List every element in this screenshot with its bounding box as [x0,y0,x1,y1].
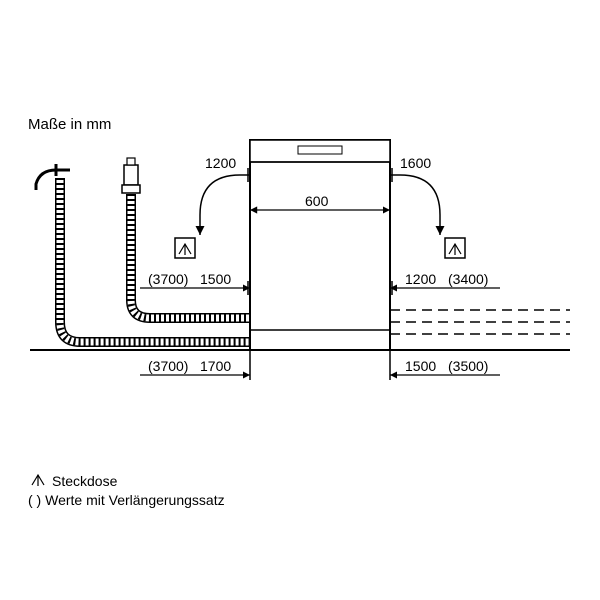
diagram-svg [0,0,600,600]
socket-right [445,238,465,258]
label-r1r-paren: (3400) [448,271,488,287]
legend-socket: Steckdose [52,473,117,489]
curve-top-right [390,168,440,235]
label-r2r: 1500 [405,358,436,374]
label-r1l-paren: (3700) [148,271,188,287]
label-1600: 1600 [400,155,431,171]
label-r2l-paren: (3700) [148,358,188,374]
label-r1l: 1500 [200,271,231,287]
socket-left [175,238,195,258]
legend-parens: ( ) Werte mit Verlängerungssatz [28,492,225,508]
curve-top-left [200,168,250,235]
label-1200: 1200 [205,155,236,171]
legend-socket-icon [32,475,44,486]
label-r2l: 1700 [200,358,231,374]
label-600: 600 [305,193,328,209]
valve [122,158,140,193]
label-r1r: 1200 [405,271,436,287]
diagram-container: { "title": "Maße in mm", "dimensions": {… [0,0,600,600]
pipes-right [390,310,570,334]
title: Maße in mm [28,116,111,133]
label-r2r-paren: (3500) [448,358,488,374]
appliance [250,140,390,350]
